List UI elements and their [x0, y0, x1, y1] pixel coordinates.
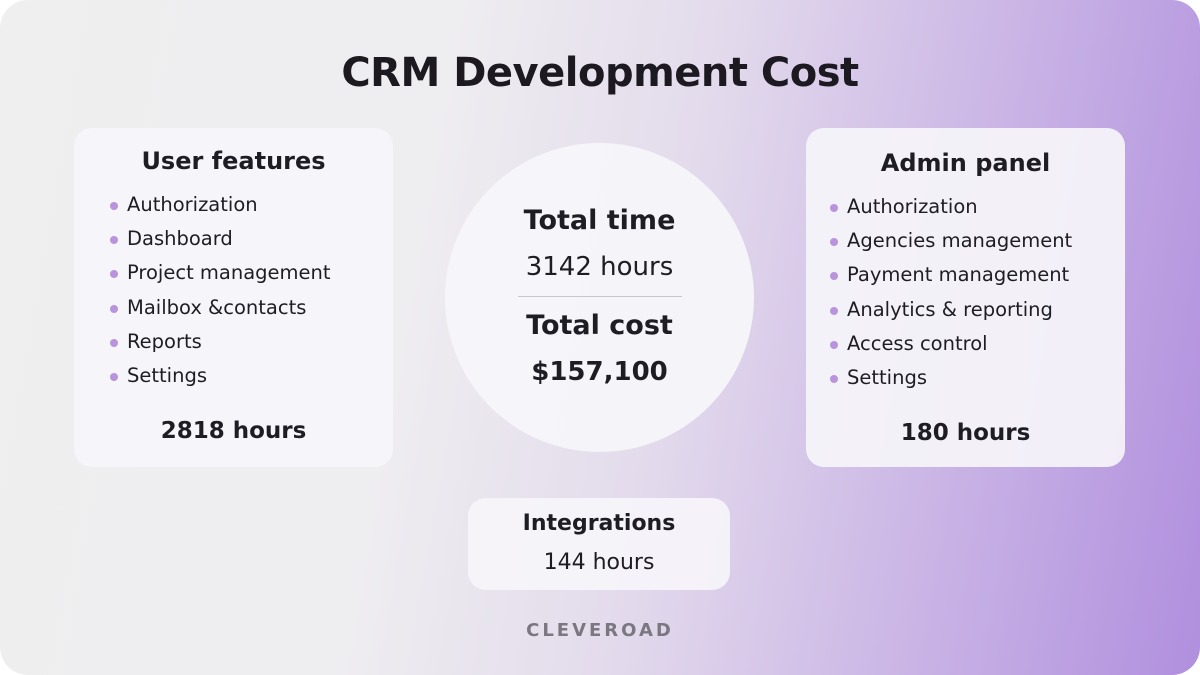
admin-panel-list: Authorization Agencies management Paymen… [830, 194, 1072, 399]
list-item: Dashboard [110, 226, 331, 260]
dot-icon [830, 272, 838, 281]
list-item-label: Dashboard [127, 227, 233, 251]
dot-icon [830, 306, 838, 315]
list-item: Settings [830, 365, 1072, 399]
dot-icon [830, 340, 838, 349]
list-item-label: Authorization [127, 193, 258, 216]
list-item: Payment management [830, 262, 1072, 296]
list-item-label: Settings [127, 363, 207, 387]
list-item-label: Payment management [847, 263, 1070, 287]
list-item: Agencies management [830, 228, 1072, 262]
dot-icon [110, 236, 118, 245]
admin-panel-hours: 180 hours [900, 420, 1031, 446]
dot-icon [110, 372, 118, 381]
dot-icon [110, 304, 118, 313]
page-title: CRM Development Cost [341, 50, 859, 96]
list-item-label: Authorization [847, 195, 978, 218]
list-item: Authorization [830, 194, 1072, 228]
dot-icon [110, 270, 118, 279]
list-item: Settings [110, 363, 331, 397]
list-item: Access control [830, 331, 1072, 365]
list-item-label: Project management [127, 261, 331, 285]
dot-icon [830, 374, 838, 383]
dot-icon [830, 238, 838, 247]
user-features-list: Authorization Dashboard Project manageme… [110, 192, 331, 397]
total-summary-circle: Total time 3142 hours Total cost $157,10… [445, 143, 754, 452]
list-item-label: Access control [847, 331, 988, 355]
admin-panel-card: Admin panel Authorization Agencies manag… [806, 128, 1125, 467]
dot-icon [110, 202, 118, 210]
list-item-label: Mailbox &contacts [127, 295, 307, 319]
integrations-hours: 144 hours [543, 550, 655, 575]
list-item: Project management [110, 260, 331, 294]
integrations-title: Integrations [522, 511, 676, 536]
user-features-hours: 2818 hours [160, 418, 307, 444]
list-item-label: Agencies management [847, 229, 1073, 253]
dot-icon [830, 204, 838, 212]
total-cost-label: Total cost [526, 310, 673, 341]
user-features-card: User features Authorization Dashboard Pr… [74, 128, 393, 467]
list-item: Mailbox &contacts [110, 295, 331, 329]
list-item: Analytics & reporting [830, 297, 1072, 331]
list-item: Reports [110, 329, 331, 363]
total-time-label: Total time [523, 205, 676, 236]
user-features-title: User features [141, 147, 326, 175]
total-cost-value: $157,100 [531, 357, 668, 387]
integrations-card: Integrations 144 hours [468, 498, 730, 590]
list-item-label: Reports [127, 329, 202, 353]
list-item-label: Analytics & reporting [847, 297, 1053, 321]
dot-icon [110, 338, 118, 347]
admin-panel-title: Admin panel [880, 149, 1051, 177]
list-item: Authorization [110, 192, 331, 226]
list-item-label: Settings [847, 365, 927, 389]
total-time-value: 3142 hours [525, 252, 674, 282]
divider [518, 296, 682, 297]
brand-logo: CLEVEROAD [526, 620, 674, 641]
